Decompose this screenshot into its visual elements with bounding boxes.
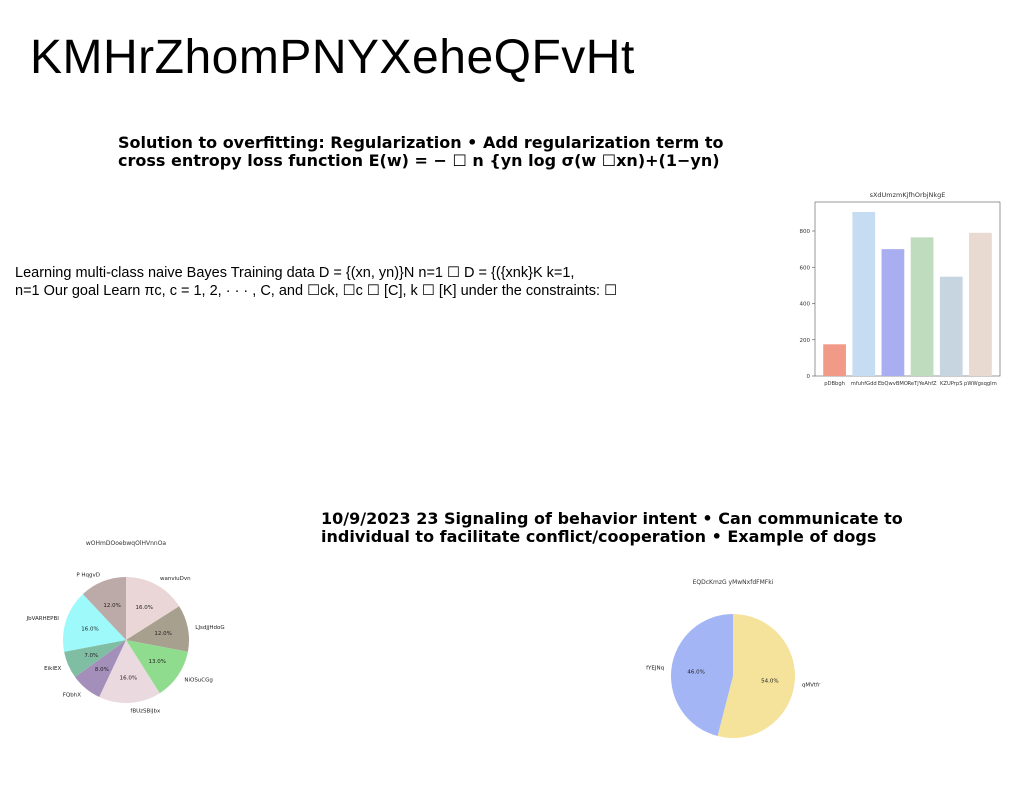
regularization-text-block: Solution to overfitting: Regularization … bbox=[118, 134, 724, 170]
pie-slice bbox=[63, 594, 126, 652]
pie-pct-label: 16.0% bbox=[81, 626, 98, 632]
bar-chart-svg: sXdUmzmKjfhOrbjNkgE 0 200 400 600 800 pDBbgh mf… bbox=[800, 191, 1001, 387]
pie-slice bbox=[671, 614, 733, 737]
pie-category-label: qMVtfr bbox=[802, 683, 821, 689]
pie-pct-label: 12.0% bbox=[103, 603, 120, 609]
pie-category-label: JbVARHEPBI bbox=[25, 616, 59, 622]
signaling-text-block: 10/9/2023 23 Signaling of behavior inten… bbox=[321, 510, 903, 546]
y-tick-label: 600 bbox=[800, 265, 811, 271]
x-tick-label: pWWgsqgIm bbox=[964, 381, 997, 387]
pie-chart-left-svg: wOHmDOoebwqOlHVnnOa 16.0% wanviuDvn 12.0% LJ… bbox=[25, 540, 224, 714]
x-tick-label: EbQwvBMO bbox=[878, 381, 908, 387]
x-tick-label: KZUPrpS bbox=[940, 381, 963, 387]
slide-title: KMHrZhomPNYXeheQFvHt bbox=[30, 31, 635, 84]
y-tick-label: 400 bbox=[800, 302, 811, 308]
pie-slice bbox=[126, 640, 188, 694]
x-tick-label: ReTjYeAhfZ bbox=[908, 381, 938, 387]
bar bbox=[852, 211, 876, 376]
pie-slice bbox=[99, 640, 160, 703]
y-tick-label: 800 bbox=[800, 229, 811, 235]
bar-chart-title: sXdUmzmKjfhOrbjNkgE bbox=[870, 191, 946, 199]
naive-bayes-text-block: Learning multi-class naive Bayes Trainin… bbox=[15, 264, 617, 300]
bar-chart-frame bbox=[814, 201, 1001, 377]
signaling-text-line-1: 10/9/2023 23 Signaling of behavior inten… bbox=[321, 509, 903, 528]
regularization-text-line-1: Solution to overfitting: Regularization … bbox=[118, 133, 724, 152]
pie-chart-left: wOHmDOoebwqOlHVnnOa 16.0% wanviuDvn 12.0% LJ… bbox=[20, 530, 250, 744]
signaling-text-line-2: individual to facilitate conflict/cooper… bbox=[321, 527, 877, 546]
y-tick-label: 0 bbox=[807, 374, 811, 380]
bar-chart: sXdUmzmKjfhOrbjNkgE 0 200 400 600 800 pDBbgh mf… bbox=[780, 185, 1010, 399]
pie-pct-label: 13.0% bbox=[149, 659, 166, 665]
pie-pct-label: 7.0% bbox=[84, 653, 98, 659]
pie-category-label: NiOSuCGg bbox=[184, 678, 213, 684]
x-tick-label: mfuhfGdd bbox=[851, 381, 877, 387]
pie-pct-label: 16.0% bbox=[135, 605, 152, 611]
regularization-text-line-2: cross entropy loss function E(w) = − ☐ n… bbox=[118, 151, 720, 170]
pie-pct-label: 8.0% bbox=[95, 667, 109, 673]
naive-bayes-text-line-1: Learning multi-class naive Bayes Trainin… bbox=[15, 265, 575, 281]
naive-bayes-text-line-2: n=1 Our goal Learn πc, c = 1, 2, · · · ,… bbox=[15, 283, 618, 299]
pie-pct-label: 46.0% bbox=[687, 669, 704, 675]
bar bbox=[881, 249, 905, 376]
pie-pct-label: 12.0% bbox=[154, 631, 171, 637]
x-tick-label: pDBbgh bbox=[824, 381, 845, 387]
pie-pct-label: 16.0% bbox=[120, 676, 137, 682]
pie-category-label: FQbhX bbox=[63, 692, 81, 698]
pie-title: wOHmDOoebwqOlHVnnOa bbox=[86, 540, 167, 547]
pie-category-label: fYEJNq bbox=[646, 665, 664, 671]
pie-slice bbox=[82, 577, 126, 640]
pie-slice bbox=[64, 640, 126, 678]
bar bbox=[969, 232, 992, 376]
pie-slice bbox=[126, 577, 180, 640]
pie-category-label: fBUzSBiJbx bbox=[130, 708, 161, 714]
pie-slice bbox=[717, 614, 795, 738]
pie-chart-right: EQDcKmzG yMwNxfdFMFki 54.0% qMVtfr 46.0% fYE… bbox=[630, 570, 850, 769]
pie-category-label: EikIEX bbox=[44, 666, 61, 672]
bar bbox=[910, 237, 934, 376]
pie-category-label: wanviuDvn bbox=[160, 576, 191, 582]
pie-category-label: LJsdjjHdoG bbox=[195, 625, 224, 631]
pie-title: EQDcKmzG yMwNxfdFMFki bbox=[693, 579, 774, 586]
pie-category-label: P HqgvD bbox=[76, 572, 100, 578]
pie-slice bbox=[126, 606, 190, 652]
bar bbox=[823, 344, 846, 376]
pie-slice bbox=[75, 640, 126, 698]
pie-chart-right-svg: EQDcKmzG yMwNxfdFMFki 54.0% qMVtfr 46.0% fYE… bbox=[646, 579, 821, 738]
y-tick-label: 200 bbox=[800, 338, 811, 344]
pie-pct-label: 54.0% bbox=[761, 679, 778, 685]
bar bbox=[939, 276, 963, 376]
